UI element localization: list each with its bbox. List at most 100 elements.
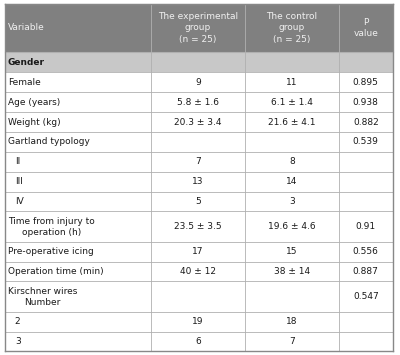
Bar	[245, 262, 339, 282]
Bar	[245, 192, 339, 212]
Bar	[151, 172, 245, 192]
Bar	[245, 282, 339, 312]
Bar	[151, 92, 245, 112]
Bar	[339, 312, 393, 332]
Text: 5: 5	[195, 197, 201, 206]
Text: 8: 8	[289, 157, 295, 166]
Bar	[339, 53, 393, 72]
Bar	[339, 332, 393, 351]
Bar	[245, 4, 339, 53]
Bar	[151, 152, 245, 172]
Bar	[5, 282, 151, 312]
Text: II: II	[15, 157, 20, 166]
Text: 38 ± 14: 38 ± 14	[274, 267, 310, 276]
Text: P
value: P value	[353, 18, 378, 38]
Bar	[5, 312, 151, 332]
Text: 9: 9	[195, 78, 201, 87]
Text: 2: 2	[15, 317, 20, 326]
Bar	[5, 112, 151, 132]
Text: III: III	[15, 177, 23, 186]
Bar	[245, 152, 339, 172]
Text: 19: 19	[192, 317, 204, 326]
Bar	[151, 4, 245, 53]
Bar	[5, 332, 151, 351]
Text: 3: 3	[289, 197, 295, 206]
Bar	[339, 282, 393, 312]
Bar	[5, 72, 151, 92]
Text: 0.539: 0.539	[353, 137, 379, 146]
Bar	[339, 72, 393, 92]
Bar	[5, 53, 151, 72]
Text: 0.91: 0.91	[356, 222, 376, 231]
Bar	[151, 112, 245, 132]
Text: 19.6 ± 4.6: 19.6 ± 4.6	[268, 222, 316, 231]
Bar	[5, 152, 151, 172]
Text: 18: 18	[286, 317, 298, 326]
Bar	[5, 4, 151, 53]
Text: 0.938: 0.938	[353, 98, 379, 106]
Bar	[5, 172, 151, 192]
Text: 13: 13	[192, 177, 204, 186]
Bar	[151, 242, 245, 262]
Bar	[5, 262, 151, 282]
Text: 40 ± 12: 40 ± 12	[180, 267, 216, 276]
Bar	[339, 172, 393, 192]
Bar	[245, 242, 339, 262]
Bar	[151, 262, 245, 282]
Text: 11: 11	[286, 78, 298, 87]
Text: Variable: Variable	[8, 23, 45, 33]
Bar	[151, 212, 245, 242]
Text: Female: Female	[8, 78, 41, 87]
Text: 7: 7	[195, 157, 201, 166]
Text: Age (years): Age (years)	[8, 98, 60, 106]
Bar	[245, 312, 339, 332]
Bar	[245, 72, 339, 92]
Text: 0.882: 0.882	[353, 118, 379, 126]
Text: 23.5 ± 3.5: 23.5 ± 3.5	[174, 222, 222, 231]
Bar	[339, 4, 393, 53]
Bar	[339, 192, 393, 212]
Text: 15: 15	[286, 247, 298, 256]
Text: Kirschner wires
Number: Kirschner wires Number	[8, 286, 77, 307]
Text: 20.3 ± 3.4: 20.3 ± 3.4	[174, 118, 222, 126]
Bar	[339, 92, 393, 112]
Bar	[339, 262, 393, 282]
Bar	[151, 72, 245, 92]
Text: The control
group
(n = 25): The control group (n = 25)	[266, 12, 317, 44]
Bar	[151, 192, 245, 212]
Bar	[5, 132, 151, 152]
Text: Gender: Gender	[8, 58, 45, 67]
Text: 6.1 ± 1.4: 6.1 ± 1.4	[271, 98, 313, 106]
Bar	[339, 132, 393, 152]
Text: The experimental
group
(n = 25): The experimental group (n = 25)	[158, 12, 238, 44]
Bar	[151, 282, 245, 312]
Bar	[245, 212, 339, 242]
Text: 0.895: 0.895	[353, 78, 379, 87]
Text: 3: 3	[15, 337, 20, 346]
Text: 21.6 ± 4.1: 21.6 ± 4.1	[268, 118, 316, 126]
Text: Pre-operative icing: Pre-operative icing	[8, 247, 94, 256]
Text: 0.547: 0.547	[353, 292, 379, 301]
Bar	[245, 132, 339, 152]
Bar	[245, 112, 339, 132]
Text: 0.556: 0.556	[353, 247, 379, 256]
Text: Operation time (min): Operation time (min)	[8, 267, 104, 276]
Text: Gartland typology: Gartland typology	[8, 137, 90, 146]
Text: 0.887: 0.887	[353, 267, 379, 276]
Bar	[5, 192, 151, 212]
Bar	[339, 152, 393, 172]
Bar	[245, 172, 339, 192]
Bar	[245, 53, 339, 72]
Bar	[151, 132, 245, 152]
Bar	[339, 212, 393, 242]
Text: Time from injury to
operation (h): Time from injury to operation (h)	[8, 217, 95, 237]
Text: 14: 14	[286, 177, 298, 186]
Bar	[245, 92, 339, 112]
Bar	[151, 53, 245, 72]
Text: Weight (kg): Weight (kg)	[8, 118, 61, 126]
Text: 17: 17	[192, 247, 204, 256]
Text: 5.8 ± 1.6: 5.8 ± 1.6	[177, 98, 219, 106]
Bar	[339, 112, 393, 132]
Text: 7: 7	[289, 337, 295, 346]
Text: 6: 6	[195, 337, 201, 346]
